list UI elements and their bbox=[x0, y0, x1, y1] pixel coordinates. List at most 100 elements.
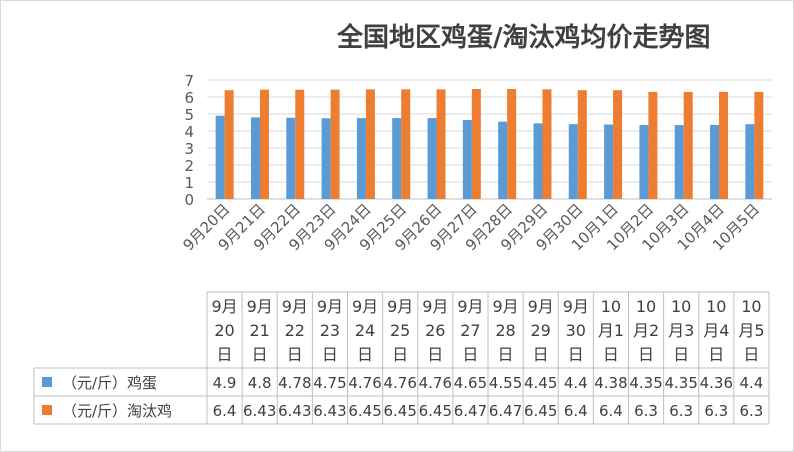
table-header-cell: 日 bbox=[427, 345, 443, 364]
table-header-cell: 10 bbox=[671, 297, 691, 316]
table-header-cell: 9月 bbox=[247, 297, 273, 316]
legend-label-hen: （元/斤）淘汰鸡 bbox=[62, 402, 172, 420]
table-value-cell: 4.38 bbox=[594, 374, 627, 392]
table-header-cell: 25 bbox=[390, 321, 410, 340]
table-value-cell: 6.3 bbox=[740, 402, 764, 420]
table-header-cell: 月5 bbox=[738, 321, 764, 340]
bar-hen bbox=[719, 91, 729, 199]
table-header-cell: 22 bbox=[285, 321, 305, 340]
table-header-cell: 日 bbox=[252, 345, 268, 364]
bar-hen bbox=[436, 89, 446, 199]
table-header-cell: 9月 bbox=[563, 297, 589, 316]
table-value-cell: 4.55 bbox=[489, 374, 522, 392]
table-header-cell: 日 bbox=[533, 345, 549, 364]
bar-egg bbox=[604, 124, 614, 199]
bar-egg bbox=[533, 123, 543, 199]
table-header-cell: 10 bbox=[636, 297, 656, 316]
table-header-cell: 月1 bbox=[598, 321, 624, 340]
table-header-cell: 日 bbox=[217, 345, 233, 364]
table-header-cell: 月4 bbox=[703, 321, 729, 340]
table-header-cell: 日 bbox=[322, 345, 338, 364]
table-value-cell: 4.78 bbox=[278, 374, 311, 392]
legend-swatch-hen bbox=[42, 405, 52, 415]
bar-hen bbox=[507, 89, 517, 199]
table-value-cell: 6.45 bbox=[524, 402, 557, 420]
table-value-cell: 6.4 bbox=[599, 402, 623, 420]
table-value-cell: 6.45 bbox=[383, 402, 416, 420]
y-tick-label: 1 bbox=[184, 174, 194, 192]
bar-egg bbox=[710, 124, 720, 199]
table-value-cell: 6.45 bbox=[419, 402, 452, 420]
table-header-cell: 日 bbox=[392, 345, 408, 364]
bar-hen bbox=[401, 89, 411, 199]
table-value-cell: 6.43 bbox=[313, 402, 346, 420]
table-header-cell: 日 bbox=[568, 345, 584, 364]
table-header-cell: 日 bbox=[357, 345, 373, 364]
bar-hen bbox=[577, 90, 587, 199]
table-header-cell: 28 bbox=[495, 321, 515, 340]
table-header-cell: 日 bbox=[603, 345, 619, 364]
table-header-cell: 30 bbox=[566, 321, 586, 340]
table-value-cell: 4.35 bbox=[629, 374, 662, 392]
table-header-cell: 日 bbox=[673, 345, 689, 364]
table-value-cell: 4.8 bbox=[248, 374, 272, 392]
bar-egg bbox=[462, 119, 472, 199]
y-tick-label: 0 bbox=[184, 191, 194, 209]
table-value-cell: 4.76 bbox=[419, 374, 452, 392]
table-value-cell: 6.3 bbox=[634, 402, 658, 420]
bar-egg bbox=[427, 118, 437, 199]
table-header-cell: 21 bbox=[250, 321, 270, 340]
chart-title: 全国地区鸡蛋/淘汰鸡均价走势图 bbox=[337, 23, 711, 53]
table-header-cell: 日 bbox=[638, 345, 654, 364]
table-header-cell: 9月 bbox=[211, 297, 237, 316]
table-header-cell: 日 bbox=[287, 345, 303, 364]
table-value-cell: 4.35 bbox=[664, 374, 697, 392]
table-header-cell: 9月 bbox=[457, 297, 483, 316]
table-value-cell: 6.3 bbox=[704, 402, 728, 420]
table-value-cell: 4.4 bbox=[564, 374, 588, 392]
table-header-cell: 日 bbox=[462, 345, 478, 364]
bar-hen bbox=[542, 89, 552, 199]
table-header-cell: 27 bbox=[460, 321, 480, 340]
y-tick-label: 7 bbox=[184, 72, 194, 90]
y-tick-label: 5 bbox=[184, 106, 194, 124]
table-header-cell: 29 bbox=[531, 321, 551, 340]
table-header-cell: 10 bbox=[601, 297, 621, 316]
bar-hen bbox=[295, 89, 305, 199]
table-header-cell: 日 bbox=[708, 345, 724, 364]
bar-egg bbox=[745, 124, 755, 199]
table-value-cell: 6.43 bbox=[243, 402, 276, 420]
bar-hen bbox=[683, 91, 693, 199]
y-tick-label: 3 bbox=[184, 140, 194, 158]
bar-egg bbox=[568, 124, 578, 199]
bar-hen bbox=[754, 91, 764, 199]
table-value-cell: 6.45 bbox=[348, 402, 381, 420]
bar-egg bbox=[215, 115, 225, 199]
table-header-cell: 9月 bbox=[317, 297, 343, 316]
table-value-cell: 4.76 bbox=[348, 374, 381, 392]
bar-egg bbox=[674, 125, 684, 199]
table-value-cell: 4.65 bbox=[454, 374, 487, 392]
table-header-cell: 9月 bbox=[528, 297, 554, 316]
table-header-cell: 月3 bbox=[668, 321, 694, 340]
bar-egg bbox=[392, 118, 402, 199]
bar-hen bbox=[330, 89, 340, 199]
table-header-cell: 9月 bbox=[387, 297, 413, 316]
table-header-cell: 日 bbox=[743, 345, 759, 364]
table-header-cell: 9月 bbox=[282, 297, 308, 316]
legend-swatch-egg bbox=[42, 377, 52, 387]
table-value-cell: 4.75 bbox=[313, 374, 346, 392]
bar-hen bbox=[259, 89, 269, 199]
table-header-cell: 10 bbox=[706, 297, 726, 316]
bar-egg bbox=[321, 118, 331, 199]
table-value-cell: 6.47 bbox=[454, 402, 487, 420]
bar-egg bbox=[356, 118, 366, 199]
table-value-cell: 6.47 bbox=[489, 402, 522, 420]
bar-egg bbox=[639, 125, 649, 199]
table-value-cell: 6.4 bbox=[564, 402, 588, 420]
table-value-cell: 4.4 bbox=[740, 374, 764, 392]
table-header-cell: 24 bbox=[355, 321, 375, 340]
table-header-cell: 20 bbox=[214, 321, 234, 340]
y-tick-label: 6 bbox=[184, 89, 194, 107]
